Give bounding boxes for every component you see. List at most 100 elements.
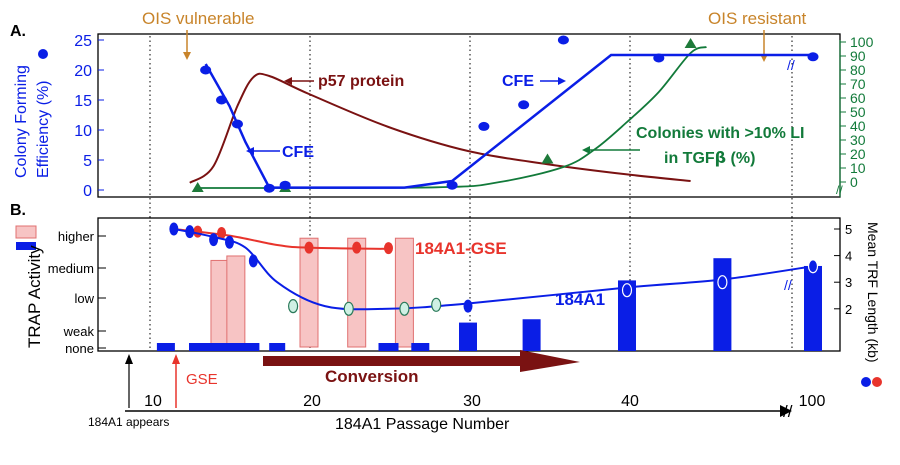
- appears-label: 184A1 appears: [88, 415, 169, 429]
- colonies-label-prefix: in TGF: [664, 150, 715, 167]
- cfe-point: [653, 53, 665, 63]
- colonies-label-line1: Colonies with >10% LI: [636, 125, 804, 142]
- gse-bar: [347, 237, 367, 348]
- panel-a-y2tick-label: 50: [850, 104, 866, 120]
- panel-a-ytick-label: 5: [83, 153, 92, 170]
- a1-bar: [618, 280, 636, 351]
- panel-a-ylabel-line1: Colony Forming: [13, 65, 30, 178]
- panel-a-ytick-label: 10: [74, 123, 92, 140]
- cfe-point: [279, 180, 291, 190]
- panel-a-ytick-label: 15: [74, 93, 92, 110]
- panel-b-right-ticks: 2 3 4 5: [834, 222, 852, 317]
- gse-arrowhead: [172, 354, 180, 364]
- x-axis-arrowhead: [780, 405, 792, 417]
- a1-bar-none: [156, 343, 175, 351]
- panel-b-y2tick-label: 4: [845, 249, 852, 264]
- panel-a-ylabel-line2: Efficiency (%): [35, 80, 52, 178]
- x-axis-ticks: 10 20 30 40 100: [144, 393, 825, 410]
- panel-a-left-ticks: 0 5 10 15 20 25: [74, 33, 104, 200]
- gse-bar: [394, 237, 414, 348]
- gse-series-label: 184A1-GSE: [415, 239, 507, 258]
- gse-trf-point: [384, 242, 393, 255]
- a1-trf-break: //: [784, 277, 792, 293]
- colonies-arrowhead: [582, 146, 590, 154]
- panel-b-lines: //: [169, 222, 819, 316]
- cfe-break: //: [787, 57, 795, 73]
- panel-b-y2tick-label: 3: [845, 275, 852, 290]
- panel-a-y2tick-label: 20: [850, 146, 866, 162]
- p57-label: p57 protein: [318, 73, 404, 90]
- panel-b-label: B.: [10, 202, 26, 219]
- panel-b-ytick-label: medium: [48, 261, 94, 276]
- x-axis-label: 184A1 Passage Number: [335, 416, 510, 433]
- panel-a-ytick-label: 25: [74, 33, 92, 50]
- legend-red-dot: [872, 377, 882, 387]
- a1-trf-point: [169, 222, 179, 236]
- a1-trf-point: [185, 225, 195, 239]
- ois-vulnerable-label: OIS vulnerable: [142, 9, 254, 28]
- legend-blue-dot: [861, 377, 871, 387]
- ois-vulnerable-arrowhead: [183, 52, 191, 60]
- x-tick-label: 20: [303, 393, 321, 410]
- colonies-label-line2: in TGFβ (%): [664, 148, 755, 167]
- a1-trf-line: [173, 228, 814, 311]
- panel-b-y2tick-label: 2: [845, 302, 852, 317]
- a1-series-label: 184A1: [555, 290, 605, 309]
- cfe-point: [231, 119, 243, 129]
- panel-a-y2tick-label: 70: [850, 76, 866, 92]
- panel-b-ytick-label: higher: [58, 229, 95, 244]
- cfe-mid-arrowhead: [246, 147, 254, 155]
- p57-line: [189, 72, 691, 184]
- x-tick-label: 100: [799, 393, 826, 410]
- x-tick-label: 30: [463, 393, 481, 410]
- conversion-label: Conversion: [325, 367, 419, 386]
- cfe-top-label: CFE: [502, 73, 534, 90]
- panel-a-ytick-label: 20: [74, 63, 92, 80]
- panel-a-y2tick-label: 0: [850, 174, 858, 190]
- a1-bar-none: [269, 343, 286, 351]
- panel-a-y2tick-label: 60: [850, 90, 866, 106]
- a1-bar: [459, 322, 477, 351]
- panel-b-y2label: Mean TRF Length (kb): [865, 222, 881, 363]
- panel-b-y2tick-label: 5: [845, 222, 852, 237]
- a1-bar-none: [231, 343, 260, 351]
- a1-trf-point: [621, 283, 633, 298]
- a1-bar-none: [189, 343, 237, 351]
- panel-b-ylabel: TRAP Activity: [25, 245, 44, 348]
- a1-trf-point: [717, 275, 728, 290]
- a1-trf-point: [209, 233, 219, 247]
- panel-a-y2tick-label: 80: [850, 62, 866, 78]
- panel-a-ylabel-marker: [38, 49, 48, 59]
- cfe-point: [200, 65, 212, 75]
- appears-arrowhead: [125, 354, 133, 364]
- gse-bar: [299, 237, 319, 348]
- colonies-label-beta: β: [715, 148, 726, 167]
- panel-a-right-break: //: [836, 183, 843, 197]
- panel-b-ytick-label: low: [74, 291, 94, 306]
- gse-bar: [210, 259, 230, 348]
- gse-trf-point: [352, 241, 362, 254]
- ois-resistant-label: OIS resistant: [708, 9, 807, 28]
- a1-bar: [804, 265, 822, 351]
- cfe-point: [263, 183, 275, 193]
- cfe-point: [216, 95, 228, 105]
- a1-trf-point: [225, 235, 234, 249]
- gse-trf-point: [193, 225, 203, 238]
- a1-bar-none: [378, 343, 399, 351]
- x-tick-label: 40: [621, 393, 639, 410]
- cfe-point: [807, 52, 819, 62]
- gse-trf-point: [304, 241, 314, 254]
- panel-a-y2tick-label: 40: [850, 118, 866, 134]
- a1-bar: [713, 258, 732, 351]
- p57-arrowhead: [284, 77, 292, 85]
- a1-trf-point: [288, 299, 299, 314]
- cfe-mid-label: CFE: [282, 144, 314, 161]
- legend-pink-swatch: [15, 225, 37, 239]
- colonies-label-suffix: (%): [726, 150, 755, 167]
- colonies-point: [191, 182, 204, 192]
- a1-bar-none: [411, 343, 430, 351]
- cfe-point: [518, 100, 530, 110]
- colonies-point: [541, 153, 554, 164]
- x-tick-label: 10: [144, 393, 162, 410]
